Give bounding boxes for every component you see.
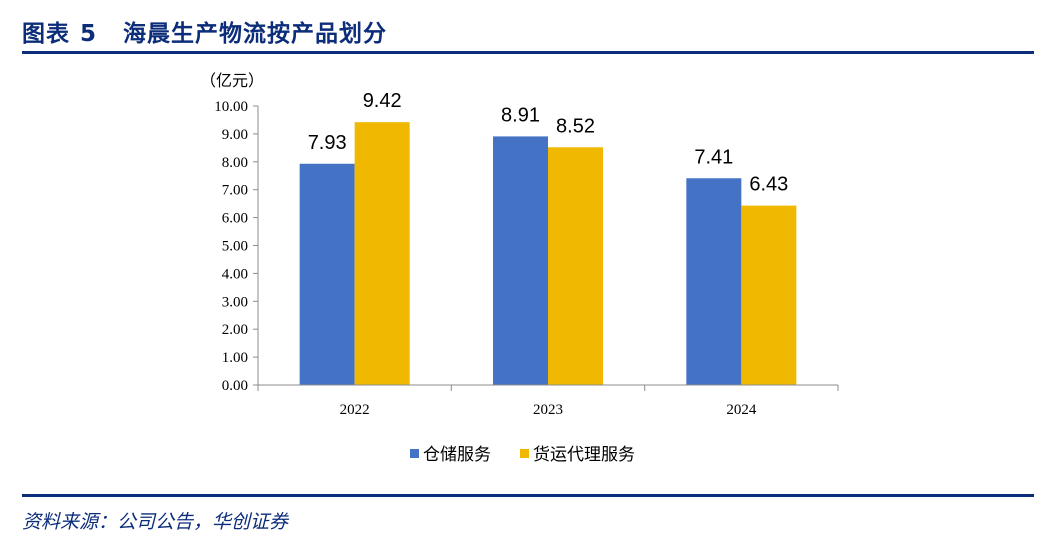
y-tick-label: 8.00 [222,155,248,171]
data-label: 8.52 [556,115,595,137]
x-axis: 2022 2023 2024 [257,384,839,418]
source-note: 资料来源：公司公告，华创证券 [22,511,289,533]
data-label: 9.42 [363,90,402,112]
data-label: 6.43 [749,174,788,196]
y-tick-label: 9.00 [222,127,248,143]
data-label: 7.93 [308,132,347,154]
x-tick-label: 2023 [533,402,563,418]
bar-2022-series-1 [354,122,410,385]
bar-2024-series-0 [686,178,742,385]
bottom-rule [22,494,1034,497]
top-rule [22,51,1034,54]
legend-label: 货运代理服务 [533,445,635,465]
x-tick-label: 2024 [726,402,757,418]
data-label: 7.41 [694,146,733,168]
y-tick-label: 7.00 [222,183,248,199]
figure-number: 5 [80,21,98,47]
y-tick-label: 1.00 [222,350,248,366]
bars: 7.93 8.91 7.41 9.42 8.52 6.43 [299,90,797,385]
legend-swatch [410,449,419,458]
bar-2023-series-0 [493,136,548,385]
legend: 仓储服务 货运代理服务 [410,445,635,465]
y-tick-label: 5.00 [222,239,248,255]
y-axis: 0.00 1.00 2.00 3.00 4.00 5.00 6.00 7.00 8.00 9.00… [214,99,259,394]
bar-2023-series-1 [548,147,603,385]
y-tick-label: 0.00 [222,378,248,394]
bar-2024-series-1 [741,205,797,385]
figure-label: 图表 [22,21,70,47]
y-tick-label: 6.00 [222,211,248,227]
legend-label: 仓储服务 [423,445,491,465]
y-tick-label: 2.00 [222,322,248,338]
y-tick-label: 10.00 [214,99,248,115]
figure-title: 海晨生产物流按产品划分 [123,21,388,47]
figure-title-bar: 图表 5 海晨生产物流按产品划分 [22,14,387,48]
y-tick-label: 3.00 [222,294,248,310]
y-axis-unit: （亿元） [200,71,264,90]
bar-2022-series-0 [299,163,355,385]
y-tick-label: 4.00 [222,266,248,282]
data-label: 8.91 [501,104,540,126]
legend-swatch [520,449,529,458]
x-tick-label: 2022 [340,402,370,418]
